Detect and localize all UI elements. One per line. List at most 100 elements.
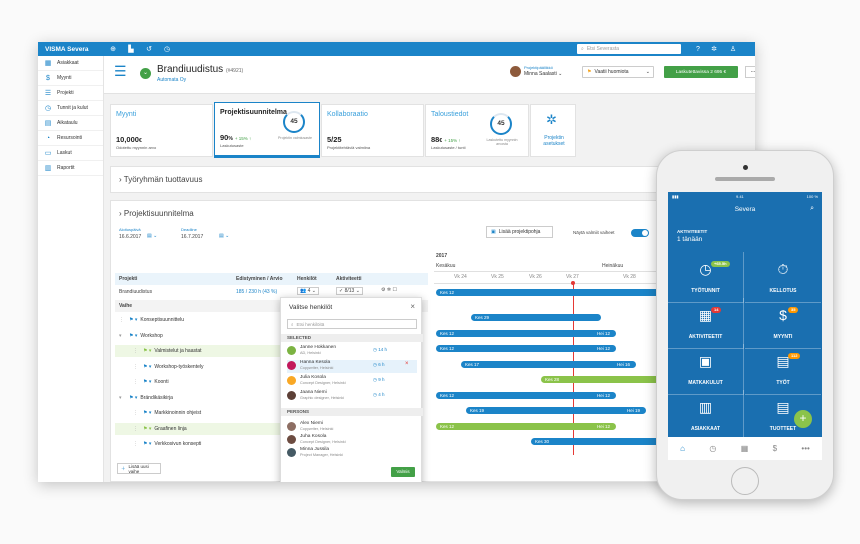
chart-icon[interactable]: ▙	[128, 46, 134, 53]
drag-handle-icon[interactable]: ⋮	[133, 379, 138, 385]
invoice-button[interactable]: Laskutettavissa 2 695 €	[664, 66, 738, 78]
mobile-tile[interactable]: ▣ MATKAKULUT	[668, 344, 744, 395]
mobile-tile[interactable]: ⏱ KELLOTUS	[745, 252, 821, 303]
sidebar-item-asiakkaat[interactable]: ▦ Asiakkaat	[38, 56, 103, 71]
status-chevron-icon[interactable]: ⌄	[140, 68, 151, 79]
gantt-bar[interactable]: Kes 12 Hei 12	[436, 423, 616, 430]
history-icon[interactable]: ↺	[146, 46, 152, 53]
gantt-bar[interactable]: Kes 28	[541, 376, 711, 383]
activity-selector[interactable]: ✓ 8/13 ⌄	[336, 287, 363, 295]
done-button[interactable]: Valmis	[391, 467, 415, 477]
gantt-bar[interactable]: Kes 12 Hei 12	[436, 330, 616, 337]
drag-handle-icon[interactable]: ⋮	[119, 317, 124, 323]
help-icon[interactable]: ?	[696, 45, 700, 53]
phase-row[interactable]: ⋮ ⚑ ▾ Valmistelut ja haastat	[115, 345, 299, 357]
section-title[interactable]: › Projektisuunnitelma	[119, 209, 194, 218]
drag-handle-icon[interactable]: ⋮	[133, 441, 138, 447]
mobile-tile[interactable]: $35 MYYNTI	[745, 298, 821, 349]
sidebar-item-myynti[interactable]: $ Myynti	[38, 71, 103, 86]
person-picker-popup: Valitse henkilöt × ⌕ Etsi henkilöitä SELE…	[280, 297, 423, 482]
gantt-bar[interactable]: Kes 12 Hei 12	[436, 392, 616, 399]
sidebar-item-aikataulu[interactable]: ▤ Aikataulu	[38, 116, 103, 131]
status-dropdown[interactable]: ⚑ Vaatii huomiota ⌄	[582, 66, 654, 78]
drag-handle-icon[interactable]: ⋮	[133, 363, 138, 370]
more-button[interactable]: ...	[745, 66, 755, 78]
phase-row[interactable]: ⋮ ⚑ ▾ Verkkosivun konsepti	[115, 438, 299, 450]
sidebar-item-laskut[interactable]: ▭ Laskut	[38, 146, 103, 161]
section-tuottavuus[interactable]: › Työryhmän tuottavuus	[110, 166, 711, 193]
add-phase-button[interactable]: ＋ Lisää uusi vaihe	[117, 463, 161, 474]
phase-row[interactable]: ▾ ⚑ ▾ Workshop	[115, 330, 299, 342]
mobile-tile[interactable]: ▦ 14 AKTIVITEETIT	[668, 298, 744, 349]
kpi-taloustiedot[interactable]: Taloustiedot 88€ + 15% ↑ Laskutusaste / tu…	[425, 104, 529, 157]
clock-icon[interactable]: ◷	[709, 444, 717, 453]
drag-handle-icon[interactable]: ⋮	[133, 425, 138, 432]
gantt-bar[interactable]: Kes 12	[436, 289, 712, 296]
home-icon[interactable]: ⌂	[680, 444, 686, 453]
people-selector[interactable]: 👥 4 ⌄	[297, 287, 319, 295]
sidebar-item-tunnit[interactable]: ◷ Tunnit ja kulut	[38, 101, 103, 116]
add-fab-button[interactable]: +	[794, 410, 812, 428]
kpi-projektisuunnitelma[interactable]: Projektisuunnitelma 90% + 15% ↑ Laskutusas…	[214, 102, 320, 158]
person-option[interactable]: Juha Kosola Concept Designer, Helsinki	[287, 434, 417, 447]
mobile-tile[interactable]: ◷ +65.5h TYÖTUNNIT	[668, 252, 744, 303]
person-option[interactable]: Minna Jussila Project Manager, Helsinki	[287, 447, 417, 460]
dollar-icon[interactable]: $	[772, 444, 778, 453]
selected-person[interactable]: Janne Hokkanen AD, Helsinki ◷ 14 h	[287, 345, 417, 358]
calendar-icon[interactable]: ▦	[740, 444, 749, 453]
gantt-bar[interactable]: Kes 17 Hei 16	[461, 361, 636, 368]
more-icon[interactable]: •••	[801, 444, 810, 453]
global-search-input[interactable]: ⌕ Etsi Severasta	[577, 44, 681, 54]
mobile-tile[interactable]: ▥ ASIAKKAAT	[668, 390, 744, 441]
phase-row[interactable]: ⋮ ⚑ ▾ Workshop-työskentely	[115, 361, 299, 373]
home-button[interactable]	[731, 467, 759, 495]
phone-camera	[743, 165, 748, 170]
add-template-button[interactable]: ▣ Lisää projektipohja	[486, 226, 553, 238]
project-row-name[interactable]: Brandiuudistus	[119, 289, 153, 295]
person-option[interactable]: Alex Niemi Copywriter, Helsinki	[287, 421, 417, 434]
project-list-icon: ☰	[114, 63, 127, 79]
gantt-bar[interactable]: Kes 29	[471, 314, 601, 321]
row-actions-icon[interactable]: ⚙ ✲ ☐	[381, 287, 397, 293]
remove-icon[interactable]: ×	[405, 361, 409, 367]
settings-icon[interactable]: ✲	[711, 46, 717, 53]
client-link[interactable]: Automata Oy	[157, 77, 187, 83]
gantt-bar[interactable]: Kes 19 Hei 19	[466, 407, 646, 414]
phase-row[interactable]: ⋮ ⚑ ▾ Markkinoinnin ohjeist	[115, 407, 299, 419]
sidebar-item-raportit[interactable]: ▥ Raportit	[38, 161, 103, 176]
start-date[interactable]: 16.6.2017	[119, 234, 142, 240]
chevron-down-icon[interactable]: ▾	[119, 394, 122, 401]
selected-person[interactable]: Julia Kosola Concept Designer, Helsinki ◷ …	[287, 375, 417, 388]
dollar-icon: $	[779, 307, 787, 323]
chevron-down-icon[interactable]: ▾	[119, 332, 122, 339]
drag-handle-icon[interactable]: ⋮	[133, 410, 138, 416]
search-icon[interactable]: ⌕	[810, 205, 814, 212]
calendar-icon[interactable]: ▤ ⌄	[219, 233, 230, 239]
selected-person[interactable]: Hanna Kesola Copywriter, Helsinki ◷ 6 h ×	[287, 360, 417, 373]
timer-icon[interactable]: ◷	[163, 46, 171, 53]
drag-handle-icon[interactable]: ⋮	[133, 348, 138, 354]
end-date[interactable]: 16.7.2017	[181, 234, 204, 240]
phase-row[interactable]: ⋮ ⚑ ▾ Konseptisuunnittelu	[115, 314, 299, 326]
user-icon[interactable]: ♙	[729, 46, 737, 53]
phase-row[interactable]: ⋮ ⚑ ▾ Koonti	[115, 376, 299, 388]
selected-person[interactable]: Jaana Niemi Graphic designer, Helsinki ◷ 4…	[287, 390, 417, 403]
phase-row[interactable]: ⋮ ⚑ ▾ Graafinen linja	[115, 422, 299, 435]
sidebar-item-resursointi[interactable]: ◔ Resursointi	[38, 131, 103, 146]
gantt-bar[interactable]: Kes 30	[531, 438, 711, 445]
kpi-kollaboraatio[interactable]: Kollaboraatio 5/25 Projektitehtäviä valmii…	[321, 104, 424, 157]
gantt-bar[interactable]: Kes 12 Hei 12	[436, 345, 616, 352]
add-icon[interactable]: ⊕	[110, 46, 116, 53]
kpi-myynti[interactable]: Myynti 10,000€ Odotettu myynnin arvo	[110, 104, 213, 157]
main-content: ☰ ⌄ Brandiuudistus (#4921) Automata Oy P…	[104, 56, 755, 482]
close-icon[interactable]: ×	[410, 302, 415, 311]
calendar-icon[interactable]: ▤ ⌄	[147, 233, 158, 239]
show-done-toggle[interactable]	[631, 229, 649, 237]
kpi-settings[interactable]: ✲ Projektin asetukset	[530, 104, 576, 157]
sidebar-item-projekti[interactable]: ☰ Projekti	[38, 86, 103, 101]
flag-icon: ⚑ ▾	[143, 363, 152, 370]
person-search-input[interactable]: ⌕ Etsi henkilöitä	[287, 319, 417, 329]
phase-row[interactable]: ▾ ⚑ ▾ Brändikäsikirja	[115, 392, 299, 404]
mobile-tile[interactable]: ▤ 112 TYÖT	[745, 344, 821, 395]
manager-name[interactable]: Minna Saalasti ⌄	[524, 71, 563, 77]
